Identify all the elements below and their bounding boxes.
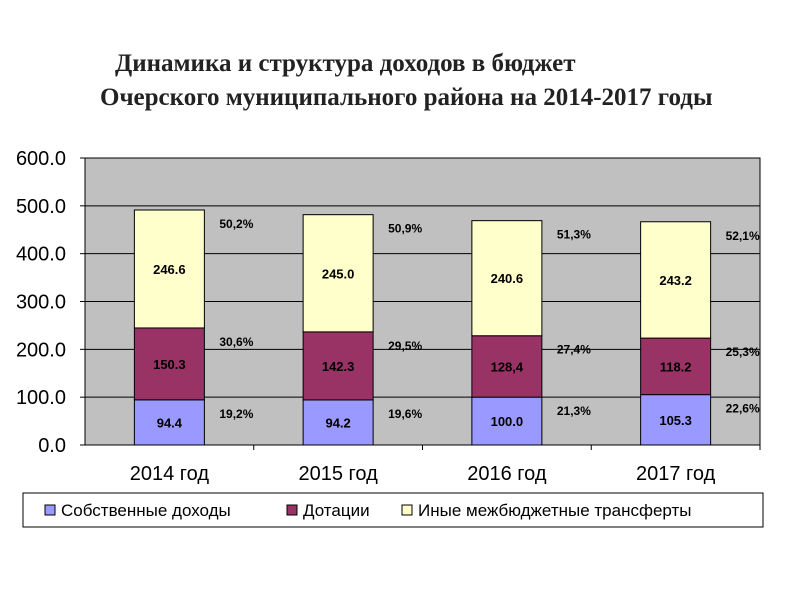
y-tick-label: 400.0 xyxy=(16,244,66,266)
data-label-other-transfers: 240.6 xyxy=(491,271,524,286)
chart-title-line-2: Очерского муниципального района на 2014-… xyxy=(100,84,713,111)
share-label-own-revenue: 21,3% xyxy=(557,404,591,418)
share-label-own-revenue: 19,6% xyxy=(388,407,422,421)
legend-swatch-own-revenue xyxy=(44,504,56,516)
share-label-other-transfers: 50,9% xyxy=(388,222,422,236)
data-label-grants: 142.3 xyxy=(322,359,355,374)
share-label-own-revenue: 22,6% xyxy=(726,402,760,416)
bar-segment-own-revenue xyxy=(302,399,374,446)
bar-segment-grants xyxy=(471,335,543,398)
legend-label-other-transfers: Иные межбюджетные трансферты xyxy=(418,501,692,520)
y-tick-label: 600.0 xyxy=(16,148,66,170)
data-label-own-revenue: 105.3 xyxy=(659,413,692,428)
y-tick-label: 200.0 xyxy=(16,339,66,361)
bar-segment-other-transfers xyxy=(302,214,374,333)
x-tick-label: 2015 год xyxy=(298,463,378,485)
bar-segment-other-transfers xyxy=(133,209,205,329)
share-label-grants: 27,4% xyxy=(557,343,591,357)
share-label-other-transfers: 52,1% xyxy=(726,229,760,243)
bar-segment-own-revenue xyxy=(133,399,205,446)
x-tick-label: 2014 год xyxy=(130,463,210,485)
bar-segment-other-transfers xyxy=(640,221,712,339)
data-label-other-transfers: 243.2 xyxy=(659,273,692,288)
data-label-other-transfers: 246.6 xyxy=(153,262,186,277)
legend-swatch-other-transfers xyxy=(401,504,413,516)
x-tick-label: 2017 год xyxy=(636,463,716,485)
y-tick-label: 0.0 xyxy=(38,435,66,457)
data-label-grants: 118.2 xyxy=(660,359,692,374)
x-tick-label: 2016 год xyxy=(467,463,547,485)
y-tick-label: 100.0 xyxy=(16,387,66,409)
share-label-other-transfers: 51,3% xyxy=(557,228,591,242)
y-tick-label: 500.0 xyxy=(16,196,66,218)
bar-segment-grants xyxy=(302,331,374,401)
y-tick-label: 300.0 xyxy=(16,292,66,314)
data-label-own-revenue: 94.2 xyxy=(325,415,350,430)
data-label-grants: 128,4 xyxy=(491,359,524,374)
bar-segment-grants xyxy=(640,337,712,396)
share-label-own-revenue: 19,2% xyxy=(219,407,253,421)
data-label-own-revenue: 94.4 xyxy=(157,415,183,430)
data-label-other-transfers: 245.0 xyxy=(322,266,355,281)
legend-swatch-grants xyxy=(286,504,298,516)
share-label-other-transfers: 50,2% xyxy=(219,217,253,231)
data-label-own-revenue: 100.0 xyxy=(491,414,524,429)
bar-segment-other-transfers xyxy=(471,220,543,337)
bar-segment-own-revenue xyxy=(471,396,543,446)
data-label-grants: 150.3 xyxy=(153,357,186,372)
legend-label-grants: Дотации xyxy=(303,501,370,520)
chart-title-line-1: Динамика и структура доходов в бюджет xyxy=(115,50,576,77)
legend-box xyxy=(22,492,764,528)
legend-label-own-revenue: Собственные доходы xyxy=(61,501,231,520)
share-label-grants: 25,3% xyxy=(726,345,760,359)
share-label-grants: 30,6% xyxy=(219,335,253,349)
share-label-grants: 29,5% xyxy=(388,339,422,353)
